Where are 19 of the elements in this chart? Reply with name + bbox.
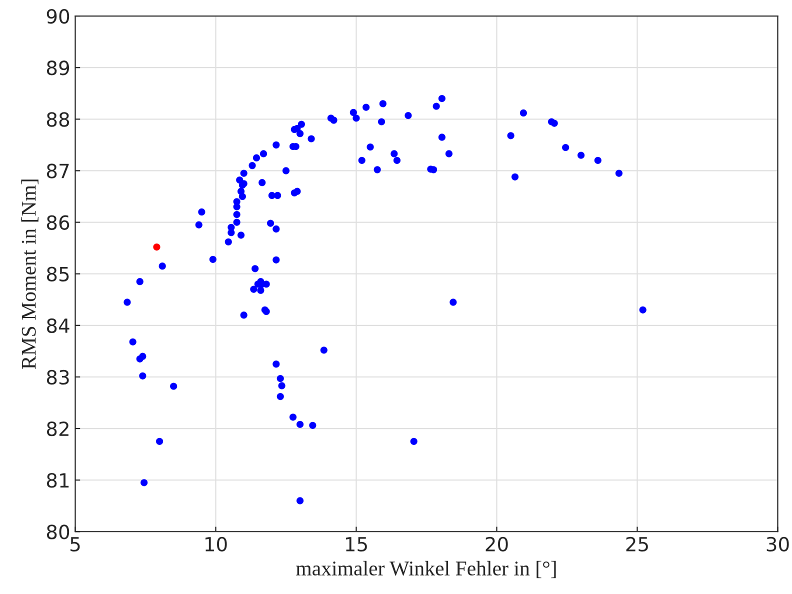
y-tick-label: 88 — [46, 112, 70, 127]
y-tick-label: 83 — [46, 370, 69, 385]
y-tick-label: 82 — [46, 421, 68, 436]
x-tick-label: 15 — [346, 537, 367, 552]
y-tick-label: 87 — [46, 164, 69, 178]
y-tick-label: 89 — [46, 60, 70, 76]
x-tick-label: 20 — [486, 536, 508, 552]
y-tick-label: 90 — [46, 8, 70, 24]
x-tick-label: 10 — [206, 536, 227, 552]
y-tick-label: 80 — [46, 524, 70, 540]
x-tick-label: 30 — [766, 536, 789, 552]
y-tick-label: 84 — [46, 318, 70, 334]
x-tick-label: 5 — [70, 537, 80, 552]
x-tick-label: 25 — [626, 536, 648, 552]
y-tick-label: 85 — [46, 266, 69, 282]
y-tick-label: 86 — [46, 215, 70, 230]
y-tick-label: 81 — [46, 473, 69, 488]
x-axis-title: maximaler Winkel Fehler in [°] — [296, 560, 556, 578]
y-axis-title: RMS Moment in [Nm] — [21, 180, 38, 370]
